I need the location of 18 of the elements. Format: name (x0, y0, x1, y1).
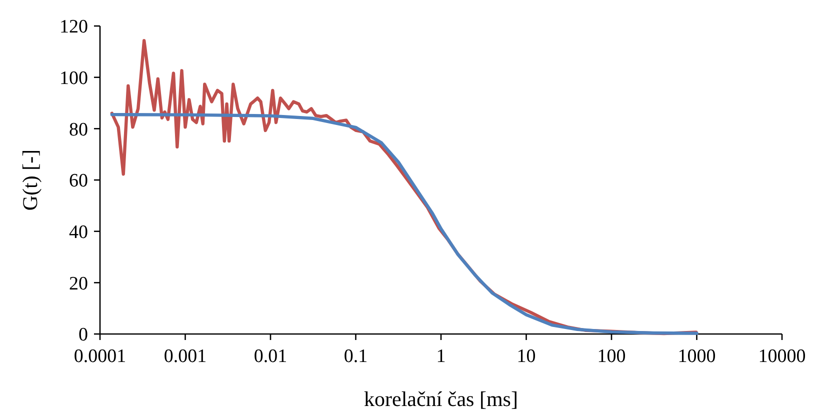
y-tick-label: 20 (69, 273, 88, 294)
x-tick-label: 0.0001 (74, 346, 126, 367)
x-tick-label: 0.1 (344, 346, 368, 367)
x-tick-label: 0.01 (254, 346, 288, 367)
x-tick-label: 10 (516, 346, 536, 367)
x-axis-title: korelační čas [ms] (364, 387, 518, 411)
x-tick-label: 1 (436, 346, 446, 367)
x-tick-label: 10000 (758, 346, 806, 367)
x-tick-label: 0.001 (164, 346, 207, 367)
y-tick-label: 120 (60, 16, 88, 38)
x-tick-label: 1000 (678, 346, 716, 367)
y-tick-label: 60 (69, 170, 88, 192)
y-tick-label: 0 (78, 324, 88, 346)
x-tick-label: 100 (597, 346, 626, 367)
y-tick-label: 40 (69, 222, 88, 243)
y-tick-label: 100 (60, 68, 88, 89)
y-tick-label: 80 (69, 119, 88, 140)
y-axis-title: G(t) [-] (18, 149, 42, 211)
